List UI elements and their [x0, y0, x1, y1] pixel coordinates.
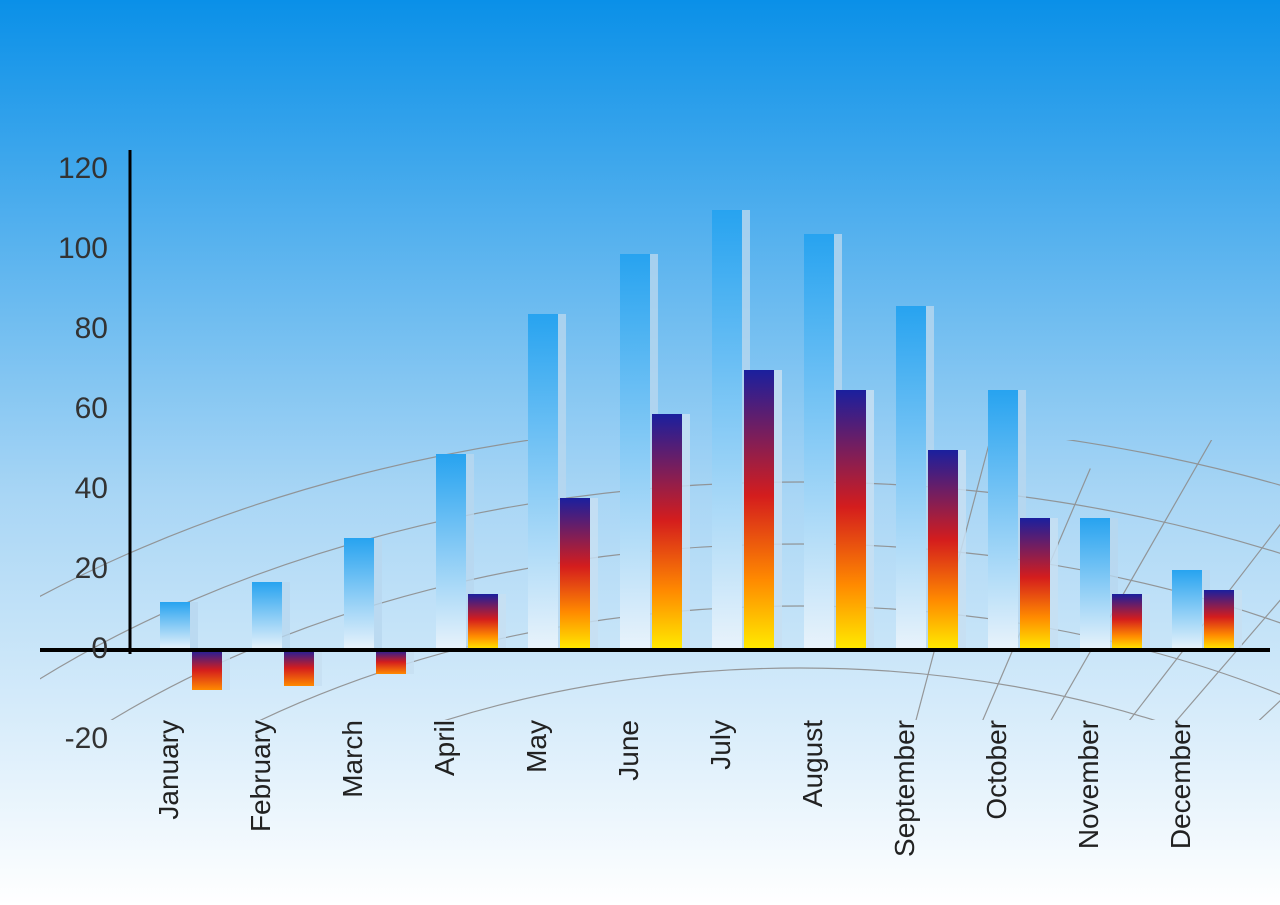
bar-series-b: [744, 370, 774, 650]
x-category-label: October: [981, 720, 1012, 820]
bar-series-a: [160, 602, 190, 650]
bar-series-b: [1112, 594, 1142, 650]
bar-series-a: [436, 454, 466, 650]
bar-series-b: [1020, 518, 1050, 650]
chart-svg: -20 0 20 40 60 80 100 120 January February March Ap…: [0, 0, 1280, 905]
x-category-label: May: [521, 720, 552, 773]
bar-series-a: [528, 314, 558, 650]
x-category-label: June: [613, 720, 644, 781]
bar-series-a: [344, 538, 374, 650]
bar-series-b: [284, 650, 314, 686]
bar-series-b: [836, 390, 866, 650]
x-category-label: December: [1165, 720, 1196, 849]
y-tick-label: 60: [75, 392, 108, 425]
bar-series-a: [1080, 518, 1110, 650]
bar-series-b: [192, 650, 222, 690]
y-tick-label: 40: [75, 472, 108, 505]
bar-series-b: [652, 414, 682, 650]
bar-series-a: [620, 254, 650, 650]
x-category-label: March: [337, 720, 368, 798]
x-category-label: September: [889, 720, 920, 857]
y-tick-label: 100: [58, 232, 108, 265]
bar-series-a: [804, 234, 834, 650]
chart-container: -20 0 20 40 60 80 100 120 January February March Ap…: [0, 0, 1280, 905]
bar-series-b: [468, 594, 498, 650]
y-tick-label: 80: [75, 312, 108, 345]
bar-series-a: [988, 390, 1018, 650]
y-tick-label: 120: [58, 152, 108, 185]
bar-series-a: [712, 210, 742, 650]
x-category-label: January: [153, 720, 184, 820]
x-category-label: February: [245, 720, 276, 832]
y-tick-label: 20: [75, 552, 108, 585]
bar-series-b: [1204, 590, 1234, 650]
x-category-label: November: [1073, 720, 1104, 849]
bar-series-a: [896, 306, 926, 650]
x-category-label: July: [705, 720, 736, 770]
bar-series-b: [376, 650, 406, 674]
x-category-label: August: [797, 720, 828, 807]
x-category-label: April: [429, 720, 460, 776]
bar-series-b: [560, 498, 590, 650]
y-tick-label: 0: [91, 632, 108, 665]
bar-series-b: [928, 450, 958, 650]
bar-series-a: [252, 582, 282, 650]
y-tick-label: -20: [65, 722, 108, 755]
bar-series-a: [1172, 570, 1202, 650]
